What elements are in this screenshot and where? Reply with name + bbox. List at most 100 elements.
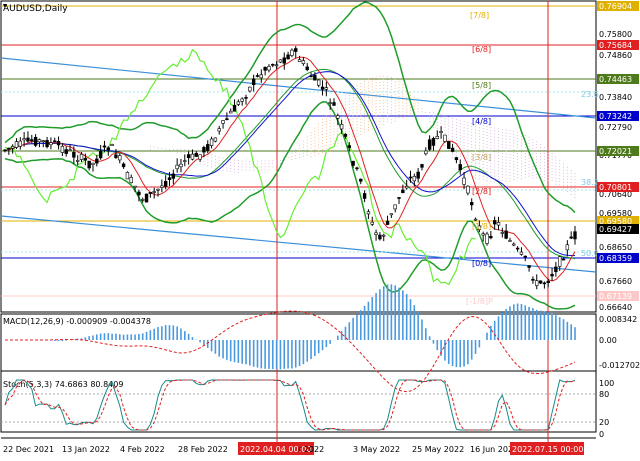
cloud-dot xyxy=(529,137,530,138)
cloud-dot xyxy=(536,174,537,175)
cloud-dot xyxy=(555,172,556,173)
cloud-dot xyxy=(368,124,369,125)
cloud-dot xyxy=(383,118,384,119)
cloud-dot xyxy=(475,166,476,167)
cloud-dot xyxy=(376,97,377,98)
cloud-dot xyxy=(429,115,430,116)
macd-bar xyxy=(134,334,136,340)
macd-bar xyxy=(456,340,458,367)
cloud-dot xyxy=(303,147,304,148)
cloud-dot xyxy=(536,141,537,142)
cloud-dot xyxy=(437,122,438,123)
macd-bar xyxy=(161,326,163,340)
cloud-dot xyxy=(322,137,323,138)
cloud-dot xyxy=(399,105,400,106)
cloud-dot xyxy=(410,95,411,96)
cloud-dot xyxy=(238,163,239,164)
cloud-dot xyxy=(399,87,400,88)
cloud-dot xyxy=(257,164,258,165)
cloud-dot xyxy=(498,161,499,162)
macd-bar xyxy=(115,334,117,340)
cloud-dot xyxy=(429,112,430,113)
cloud-dot xyxy=(555,163,556,164)
candle-body xyxy=(470,202,473,205)
cloud-dot xyxy=(483,176,484,177)
cloud-dot xyxy=(521,154,522,155)
cloud-dot xyxy=(379,88,380,89)
cloud-dot xyxy=(200,163,201,164)
cloud-dot xyxy=(349,92,350,93)
cloud-dot xyxy=(452,127,453,128)
cloud-dot xyxy=(272,160,273,161)
cloud-dot xyxy=(268,166,269,167)
cloud-dot xyxy=(395,103,396,104)
cloud-dot xyxy=(215,159,216,160)
candle-body xyxy=(203,147,206,152)
cloud-dot xyxy=(226,170,227,171)
cloud-dot xyxy=(513,152,514,153)
cloud-dot xyxy=(372,120,373,121)
cloud-dot xyxy=(402,96,403,97)
cloud-dot xyxy=(395,94,396,95)
cloud-dot xyxy=(502,141,503,142)
candle-body xyxy=(7,148,10,149)
macd-bar xyxy=(253,340,255,367)
cloud-dot xyxy=(364,84,365,85)
cloud-dot xyxy=(529,161,530,162)
cloud-dot xyxy=(540,144,541,145)
cloud-dot xyxy=(276,160,277,161)
candle-body xyxy=(168,178,171,180)
candle-body xyxy=(554,267,557,272)
cloud-dot xyxy=(379,85,380,86)
cloud-dot xyxy=(479,175,480,176)
cloud-dot xyxy=(311,153,312,154)
cloud-dot xyxy=(464,142,465,143)
cloud-dot xyxy=(548,174,549,175)
cloud-dot xyxy=(379,79,380,80)
cloud-dot xyxy=(246,161,247,162)
cloud-dot xyxy=(322,149,323,150)
cloud-dot xyxy=(349,113,350,114)
candle-body xyxy=(72,152,75,157)
cloud-dot xyxy=(234,169,235,170)
cloud-dot xyxy=(364,120,365,121)
cloud-dot xyxy=(498,170,499,171)
cloud-dot xyxy=(567,182,568,183)
cloud-dot xyxy=(379,127,380,128)
cloud-dot xyxy=(479,145,480,146)
cloud-dot xyxy=(154,146,155,147)
cloud-dot xyxy=(494,157,495,158)
cloud-dot xyxy=(525,165,526,166)
cloud-dot xyxy=(563,185,564,186)
cloud-dot xyxy=(303,144,304,145)
macd-bar xyxy=(368,302,370,340)
macd-bar xyxy=(394,285,396,340)
candle-body xyxy=(271,64,274,65)
cloud-dot xyxy=(372,114,373,115)
cloud-dot xyxy=(291,156,292,157)
cloud-dot xyxy=(253,167,254,168)
candle-body xyxy=(38,140,41,142)
cloud-dot xyxy=(414,109,415,110)
cloud-dot xyxy=(379,94,380,95)
cloud-dot xyxy=(418,108,419,109)
cloud-dot xyxy=(333,134,334,135)
cloud-dot xyxy=(341,118,342,119)
cloud-dot xyxy=(399,111,400,112)
cloud-dot xyxy=(544,165,545,166)
cloud-dot xyxy=(567,188,568,189)
cloud-dot xyxy=(525,168,526,169)
cloud-dot xyxy=(529,140,530,141)
cloud-dot xyxy=(173,149,174,150)
candle-body xyxy=(501,232,504,233)
macd-bar xyxy=(119,334,121,340)
cloud-dot xyxy=(387,100,388,101)
cloud-dot xyxy=(356,106,357,107)
cloud-dot xyxy=(544,171,545,172)
price-tag-label: 0.75684 xyxy=(599,41,632,50)
candle-body xyxy=(512,244,515,245)
cloud-dot xyxy=(368,103,369,104)
cloud-dot xyxy=(575,173,576,174)
cloud-dot xyxy=(448,128,449,129)
cloud-dot xyxy=(494,154,495,155)
